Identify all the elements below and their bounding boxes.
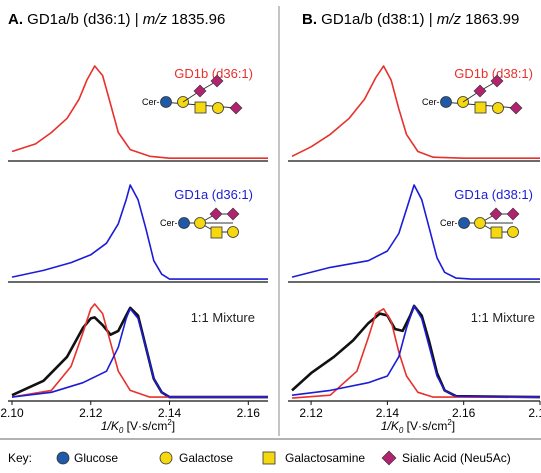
series-line-b-row2-blue bbox=[291, 305, 541, 398]
panel-b-plot: 2.12 2.14 2.16 2.18 bbox=[288, 65, 541, 420]
galactose-icon bbox=[212, 102, 224, 114]
panel-a: A. GD1a/b (d36:1) | m/z 1835.96 2.10 2.12… bbox=[0, 11, 268, 435]
galactose-icon bbox=[507, 226, 519, 238]
galactosamine-icon bbox=[262, 451, 276, 465]
panel-b-row0-label: GD1b (d38:1) bbox=[454, 66, 533, 81]
x-tick-label: 2.18 bbox=[528, 406, 541, 420]
panel-a-title: A. GD1a/b (d36:1) | m/z 1835.96 bbox=[8, 11, 225, 28]
sialic-acid-icon bbox=[210, 74, 224, 88]
panel-a-xlabel: 1/K0 [V·s/cm2] bbox=[101, 418, 175, 435]
sialic-acid-icon bbox=[193, 84, 207, 98]
panel-b-row2-label: 1:1 Mixture bbox=[471, 310, 535, 325]
svg-text:Cer-: Cer- bbox=[160, 218, 178, 228]
panel-b-gd1a-glycan: Cer- bbox=[440, 207, 520, 239]
panel-b-row1-label: GD1a (d38:1) bbox=[454, 187, 533, 202]
galactose-icon bbox=[159, 451, 173, 465]
series-line-b-row2-black bbox=[291, 304, 541, 399]
panel-b-gd1b-glycan: Cer- bbox=[422, 74, 523, 115]
x-tick-label: 2.16 bbox=[452, 406, 476, 420]
sialic-acid-icon bbox=[489, 207, 503, 221]
sialic-acid-icon bbox=[226, 207, 240, 221]
panel-a-gd1b-glycan: Cer- bbox=[142, 74, 243, 115]
key-item-sialic-acid: Sialic Acid (Neu5Ac) bbox=[402, 451, 511, 465]
panel-a-row0-label: GD1b (d36:1) bbox=[174, 66, 253, 81]
key-item-glucose: Glucose bbox=[74, 451, 118, 465]
panel-b-title: B. GD1a/b (d38:1) | m/z 1863.99 bbox=[302, 11, 519, 28]
x-tick-label: 2.12 bbox=[79, 406, 103, 420]
panel-a-row2-label: 1:1 Mixture bbox=[191, 310, 255, 325]
x-tick-label: 2.16 bbox=[237, 406, 261, 420]
x-tick-label: 2.14 bbox=[158, 406, 182, 420]
panel-a-gd1a-glycan: Cer- bbox=[160, 207, 240, 239]
glucose-icon bbox=[440, 96, 452, 108]
series-line-b-row1-blue bbox=[291, 184, 540, 280]
series-line-a-row1-blue bbox=[11, 184, 268, 280]
galactosamine-icon bbox=[474, 101, 487, 114]
series-line-b-row0-red bbox=[291, 65, 540, 159]
sialic-acid-icon bbox=[229, 101, 243, 115]
panel-a-letter: A. bbox=[8, 11, 23, 28]
panel-b-letter: B. bbox=[302, 11, 317, 28]
glucose-icon bbox=[458, 217, 470, 229]
x-tick-label: 2.14 bbox=[376, 406, 400, 420]
svg-text:Cer-: Cer- bbox=[440, 218, 458, 228]
sialic-acid-icon bbox=[381, 450, 397, 466]
panel-a-plot: 2.10 2.12 2.14 2.16 bbox=[0, 65, 268, 420]
sialic-acid-icon bbox=[490, 74, 504, 88]
galactosamine-icon bbox=[490, 226, 503, 239]
galactosamine-icon bbox=[210, 226, 223, 239]
svg-text:Cer-: Cer- bbox=[422, 97, 440, 107]
galactose-icon bbox=[474, 217, 486, 229]
panel-a-row1-label: GD1a (d36:1) bbox=[174, 187, 253, 202]
sialic-acid-icon bbox=[473, 84, 487, 98]
panel-b: B. GD1a/b (d38:1) | m/z 1863.99 2.12 2.14… bbox=[288, 11, 541, 435]
galactose-icon bbox=[227, 226, 239, 238]
key-item-galactose: Galactose bbox=[179, 451, 233, 465]
series-line-a-row0-red bbox=[11, 65, 268, 159]
key-item-galactosamine: Galactosamine bbox=[285, 451, 365, 465]
galactose-icon bbox=[492, 102, 504, 114]
series-line-a-row2-red bbox=[11, 303, 268, 398]
galactose-icon bbox=[194, 217, 206, 229]
glucose-icon bbox=[56, 451, 70, 465]
series-line-a-row2-blue bbox=[11, 308, 268, 398]
series-line-b-row2-red bbox=[291, 308, 540, 399]
key-label: Key: bbox=[8, 451, 32, 465]
galactosamine-icon bbox=[194, 101, 207, 114]
svg-text:Cer-: Cer- bbox=[142, 97, 160, 107]
x-tick-label: 2.10 bbox=[0, 406, 24, 420]
x-tick-label: 2.12 bbox=[299, 406, 323, 420]
panel-b-xlabel: 1/K0 [V·s/cm2] bbox=[381, 418, 455, 435]
sialic-acid-icon bbox=[209, 207, 223, 221]
glucose-icon bbox=[178, 217, 190, 229]
sialic-acid-icon bbox=[506, 207, 520, 221]
sialic-acid-icon bbox=[509, 101, 523, 115]
glucose-icon bbox=[160, 96, 172, 108]
key-legend: Key: Glucose Galactose Galactosamine Sia… bbox=[8, 450, 511, 466]
